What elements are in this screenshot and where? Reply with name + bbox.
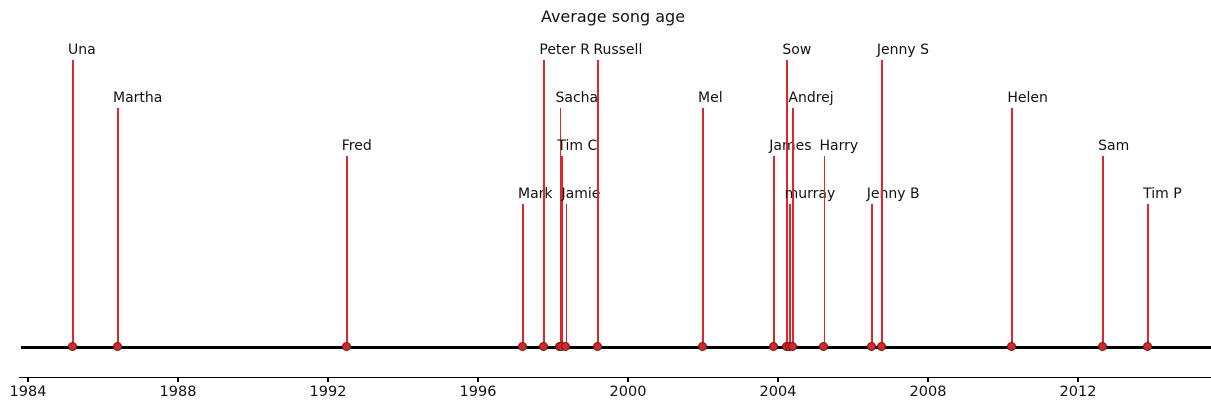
event-label: Sam (1098, 137, 1130, 154)
event-stem (702, 108, 704, 348)
event-label: Tim C (557, 137, 598, 154)
x-tick-label: 1984 (9, 384, 47, 400)
event-stem (72, 60, 74, 348)
x-tick-label: 1996 (459, 384, 497, 400)
event-stem (561, 155, 564, 348)
event-stem (870, 203, 873, 348)
event-stem (543, 60, 546, 348)
x-axis-line (19, 377, 1211, 379)
x-tick-label: 2012 (1059, 384, 1097, 400)
event-label: Harry (819, 137, 859, 154)
event-label: Jamie (561, 185, 601, 202)
x-tick-label: 2000 (609, 384, 647, 400)
x-tick-mark (1077, 377, 1079, 382)
event-label: James (769, 137, 812, 154)
event-stem (1011, 108, 1014, 348)
event-label: murray (784, 185, 836, 202)
event-marker (1098, 342, 1108, 352)
event-label: Helen (1007, 90, 1048, 106)
event-marker (593, 342, 603, 352)
event-stem (522, 203, 524, 348)
event-label: Jenny B (866, 185, 920, 202)
event-stem (786, 60, 789, 348)
event-marker (112, 342, 122, 352)
x-tick-mark (177, 377, 179, 382)
event-marker (1143, 342, 1153, 352)
event-label: Mel (698, 90, 723, 106)
event-stem (823, 155, 826, 348)
x-tick-label: 2004 (759, 384, 797, 400)
event-marker (866, 342, 876, 352)
x-tick-mark (27, 377, 29, 382)
event-stem (565, 203, 568, 348)
event-label: Jenny S (876, 42, 929, 59)
event-label: Martha (113, 90, 163, 106)
event-marker (539, 342, 549, 352)
event-marker (769, 342, 779, 352)
event-marker (517, 342, 527, 352)
x-tick-label: 2008 (909, 384, 947, 400)
x-tick-mark (777, 377, 779, 382)
event-stem (773, 155, 776, 348)
x-tick-mark (327, 377, 329, 382)
event-stem (117, 108, 119, 348)
chart-title: Average song age (540, 7, 686, 26)
event-marker (1007, 342, 1017, 352)
event-marker (697, 342, 707, 352)
event-label: Sow (782, 42, 812, 59)
event-stem (345, 155, 348, 348)
event-stem (1147, 203, 1150, 348)
x-tick-mark (927, 377, 929, 382)
event-stem (880, 60, 883, 348)
timeline-baseline (21, 346, 1211, 349)
event-stem (788, 203, 791, 348)
x-tick-label: 1988 (159, 384, 197, 400)
event-label: Russell (593, 42, 643, 59)
event-stem (792, 108, 795, 348)
event-marker (788, 342, 798, 352)
event-label: Sacha (555, 90, 599, 106)
event-marker (67, 342, 77, 352)
event-label: Fred (341, 137, 372, 154)
event-label: Mark (518, 185, 553, 202)
event-label: Andrej (788, 90, 834, 106)
x-tick-label: 1992 (309, 384, 347, 400)
event-marker (819, 342, 829, 352)
x-tick-mark (627, 377, 629, 382)
event-label: Tim P (1143, 185, 1182, 202)
event-marker (341, 342, 351, 352)
event-stem (597, 60, 600, 348)
event-marker (561, 342, 571, 352)
event-stem (1102, 155, 1105, 348)
event-marker (876, 342, 886, 352)
event-label: Una (68, 42, 96, 59)
x-tick-mark (477, 377, 479, 382)
event-stem (559, 108, 562, 348)
event-label: Peter R (539, 42, 590, 59)
